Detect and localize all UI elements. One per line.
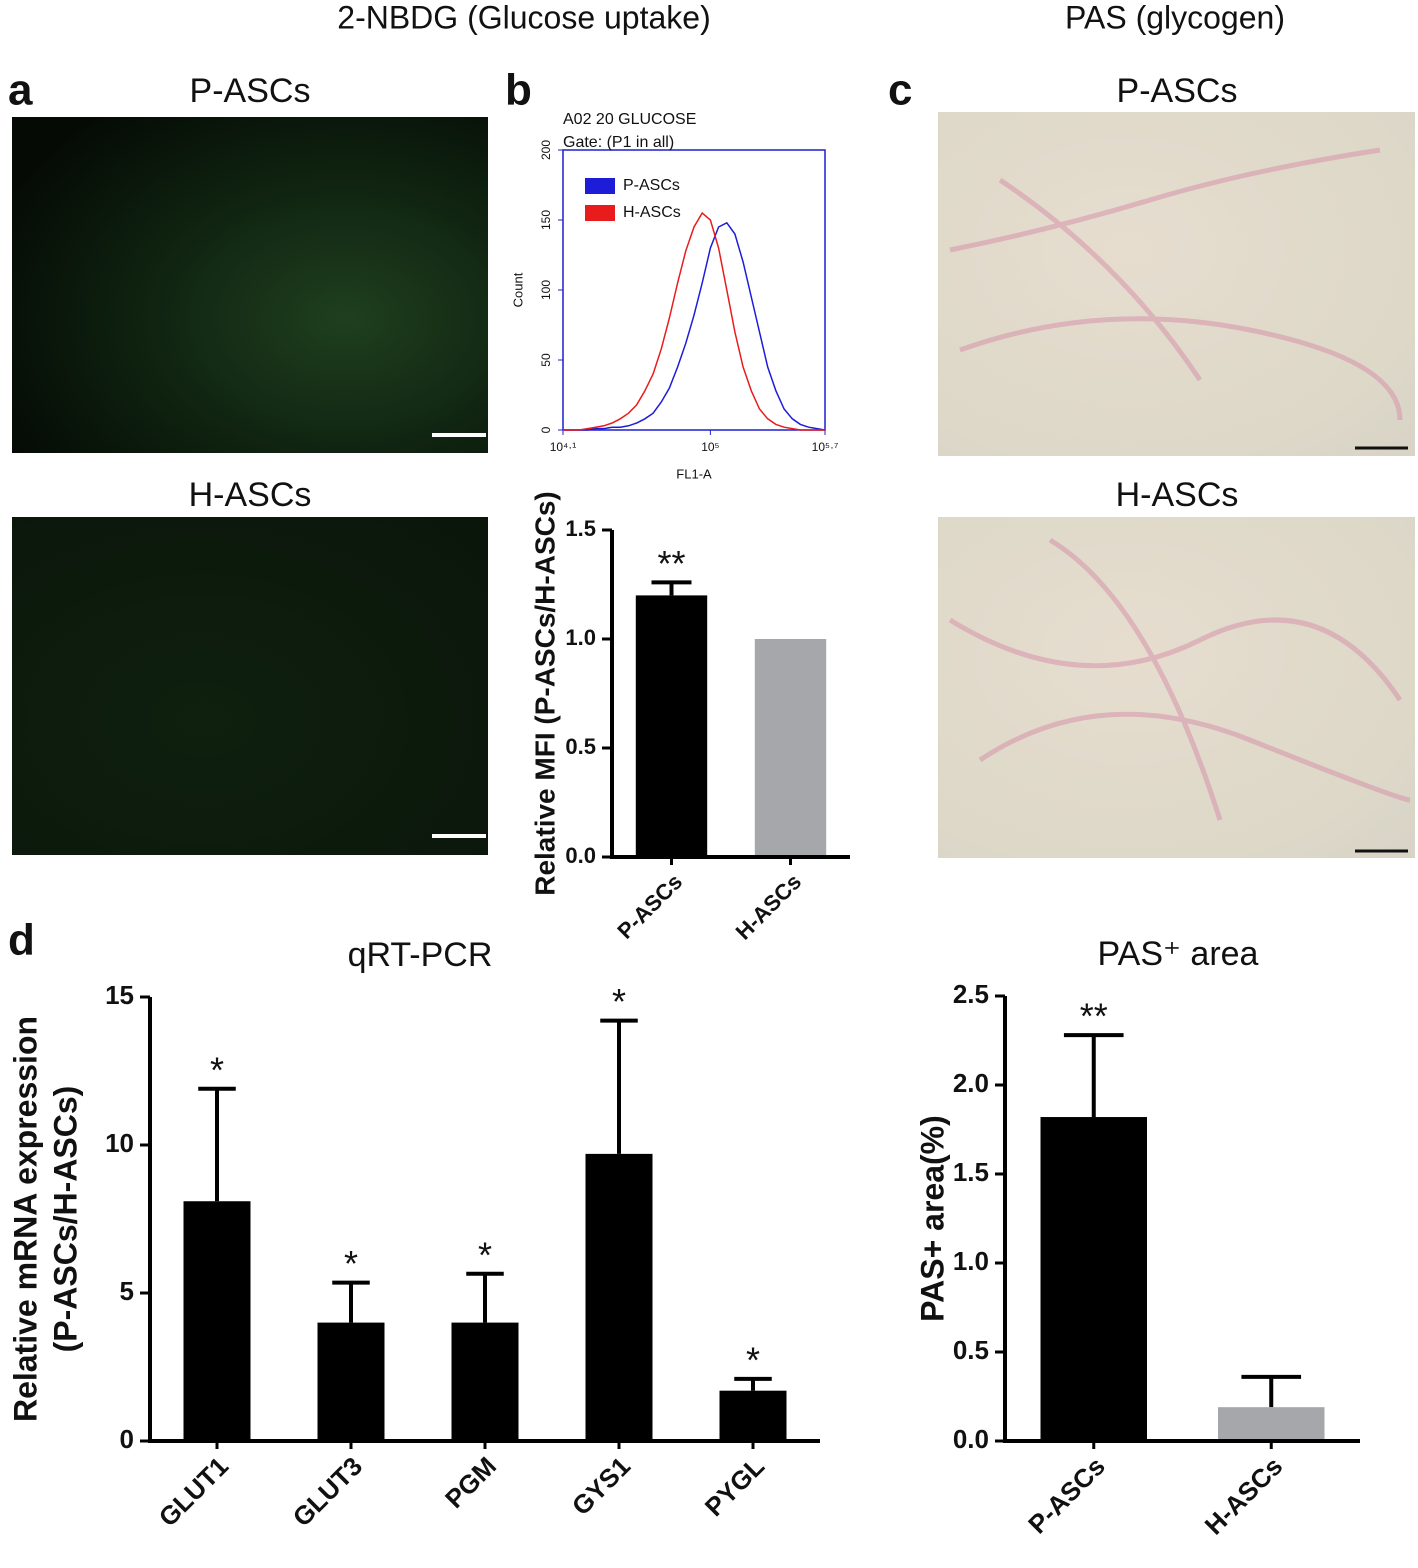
chart-title: qRT-PCR <box>348 936 493 974</box>
y-axis-label: Relative mRNA expression <box>7 1016 43 1422</box>
y-tick-label: 1.0 <box>953 1246 989 1276</box>
micrograph <box>938 517 1415 858</box>
y-tick-label: 0 <box>120 1424 134 1454</box>
significance: ** <box>1080 996 1108 1037</box>
y-tick-label: 200 <box>539 140 553 160</box>
y-tick-label: 15 <box>105 980 134 1010</box>
x-axis-label: FL1-A <box>676 466 712 481</box>
header: 2-NBDG (Glucose uptake) <box>337 0 710 35</box>
chart-title: A02 20 GLUCOSE <box>563 111 696 128</box>
x-tick-label: 10⁵ <box>701 440 719 454</box>
image-label: H-ASCs <box>1116 476 1239 514</box>
bar <box>719 1390 787 1441</box>
y-tick-label: 5 <box>120 1276 134 1306</box>
y-axis-label: Count <box>510 272 525 307</box>
series-line <box>563 221 826 431</box>
y-tick-label: 0.0 <box>953 1424 989 1454</box>
y-axis-label: (P-ASCs/H-ASCs) <box>47 1086 83 1353</box>
panel-letter: b <box>505 66 532 115</box>
y-tick-label: 150 <box>539 210 553 230</box>
y-tick-label: 0.5 <box>953 1335 989 1365</box>
bar <box>585 1153 653 1441</box>
significance: * <box>210 1049 224 1090</box>
bar <box>183 1201 251 1441</box>
legend-swatch <box>585 205 615 221</box>
y-axis-label: Relative MFI (P-ASCs/H-ASCs) <box>529 491 560 896</box>
y-tick-label: 1.5 <box>953 1157 989 1187</box>
header: PAS (glycogen) <box>1065 0 1285 35</box>
y-tick-label: 1.0 <box>565 625 596 650</box>
panel-letter: c <box>888 66 912 115</box>
chart-title: PAS⁺ area <box>1098 935 1259 973</box>
panel-letter: d <box>8 916 35 965</box>
legend-label: P-ASCs <box>623 177 680 194</box>
image-label: P-ASCs <box>1117 72 1238 110</box>
legend-swatch <box>585 178 615 194</box>
image-label: P-ASCs <box>190 72 311 110</box>
significance: * <box>478 1234 492 1275</box>
y-tick-label: 0 <box>539 426 553 433</box>
legend-label: H-ASCs <box>623 204 681 221</box>
micrograph <box>938 112 1415 456</box>
bar <box>451 1322 519 1441</box>
y-tick-label: 2.0 <box>953 1068 989 1098</box>
significance: * <box>612 981 626 1022</box>
y-tick-label: 50 <box>539 353 553 367</box>
panel-letter: a <box>8 66 33 115</box>
bar <box>1218 1407 1325 1441</box>
y-tick-label: 1.5 <box>565 516 596 541</box>
significance: ** <box>657 543 685 584</box>
chart-title: Gate: (P1 in all) <box>563 134 674 151</box>
y-axis-label: PAS+ area(%) <box>914 1115 950 1322</box>
image-label: H-ASCs <box>189 476 312 514</box>
x-tick-label: 10⁵·⁷ <box>812 440 839 454</box>
bar <box>635 595 708 857</box>
significance: * <box>746 1339 760 1380</box>
y-tick-label: 0.0 <box>565 843 596 868</box>
y-tick-label: 0.5 <box>565 734 596 759</box>
series-line <box>563 211 825 431</box>
micrograph <box>12 517 488 855</box>
bar <box>1040 1117 1147 1441</box>
x-tick-label: 10⁴·¹ <box>550 440 577 454</box>
significance: * <box>344 1243 358 1284</box>
bar <box>317 1322 385 1441</box>
micrograph <box>12 117 488 453</box>
cell-texture <box>948 147 1411 821</box>
y-tick-label: 100 <box>539 280 553 300</box>
y-tick-label: 2.5 <box>953 979 989 1009</box>
y-tick-label: 10 <box>105 1128 134 1158</box>
bar <box>754 639 827 857</box>
